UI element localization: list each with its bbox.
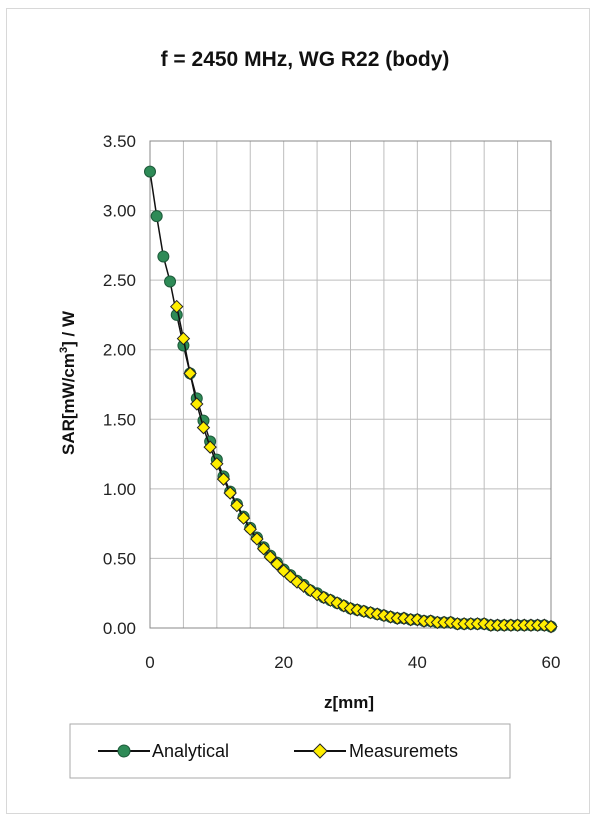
legend-item-measurements: Measuremets — [294, 741, 458, 761]
data-point-measuremets — [210, 457, 224, 471]
y-tick-label: 3.50 — [103, 132, 136, 151]
data-point-measuremets — [216, 472, 231, 486]
legend: Analytical Measuremets — [69, 723, 511, 779]
chart-frame — [6, 8, 590, 814]
data-point-measuremets — [230, 498, 244, 513]
y-axis-label-unit: ] / W — [59, 310, 78, 347]
y-tick-label: 1.50 — [103, 410, 136, 429]
data-point-measuremets — [190, 397, 204, 411]
y-tick-label: 0.00 — [103, 619, 136, 638]
data-point-analytical — [157, 250, 170, 263]
x-axis-ticks: 0 20 40 60 — [145, 653, 560, 672]
data-point-measuremets — [203, 440, 217, 454]
y-tick-label: 3.00 — [103, 202, 136, 221]
y-axis-label-main: SAR[mW/cm — [59, 353, 78, 455]
data-point-measuremets — [250, 532, 264, 546]
legend-marker-diamond — [312, 743, 328, 759]
grid-lines — [149, 140, 552, 629]
y-tick-label: 2.00 — [103, 341, 136, 360]
plot-area — [149, 140, 552, 629]
data-point-measuremets — [236, 511, 251, 525]
y-tick-label: 0.50 — [103, 549, 136, 568]
x-tick-label: 20 — [274, 653, 293, 672]
chart-title: f = 2450 MHz, WG R22 (body) — [161, 48, 450, 71]
data-point-measuremets — [270, 557, 284, 571]
x-axis-label: z[mm] — [324, 693, 374, 712]
legend-marker-circle — [117, 744, 131, 758]
y-axis-label: SAR[mW/cm3] / W — [58, 310, 78, 455]
y-axis-label-superscript: 3 — [58, 347, 70, 353]
series-line-measuremets — [175, 306, 552, 628]
data-point-measuremets — [263, 550, 278, 564]
series-layer — [144, 165, 558, 634]
data-point-analytical — [144, 165, 156, 178]
x-tick-label: 0 — [145, 653, 154, 672]
data-point-measuremets — [256, 541, 271, 556]
data-point-analytical — [164, 275, 177, 288]
y-tick-label: 1.00 — [103, 480, 136, 499]
data-point-measuremets — [337, 599, 351, 613]
x-tick-label: 60 — [542, 653, 561, 672]
data-point-measuremets — [544, 619, 558, 634]
data-point-measuremets — [183, 366, 197, 381]
x-tick-label: 40 — [408, 653, 427, 672]
data-point-measuremets — [243, 522, 257, 536]
y-axis-ticks: 0.00 0.50 1.00 1.50 2.00 2.50 3.00 3.50 — [103, 132, 136, 638]
data-point-measuremets — [170, 299, 184, 314]
data-point-measuremets — [317, 590, 331, 605]
legend-label-measurements: Measuremets — [349, 741, 458, 761]
data-point-measuremets — [223, 486, 237, 500]
data-point-measuremets — [196, 420, 211, 435]
legend-label-analytical: Analytical — [152, 741, 229, 761]
legend-item-analytical: Analytical — [98, 741, 229, 761]
data-point-analytical — [150, 210, 163, 223]
data-point-measuremets — [176, 331, 191, 346]
y-tick-label: 2.50 — [103, 271, 136, 290]
data-point-measuremets — [297, 579, 311, 593]
